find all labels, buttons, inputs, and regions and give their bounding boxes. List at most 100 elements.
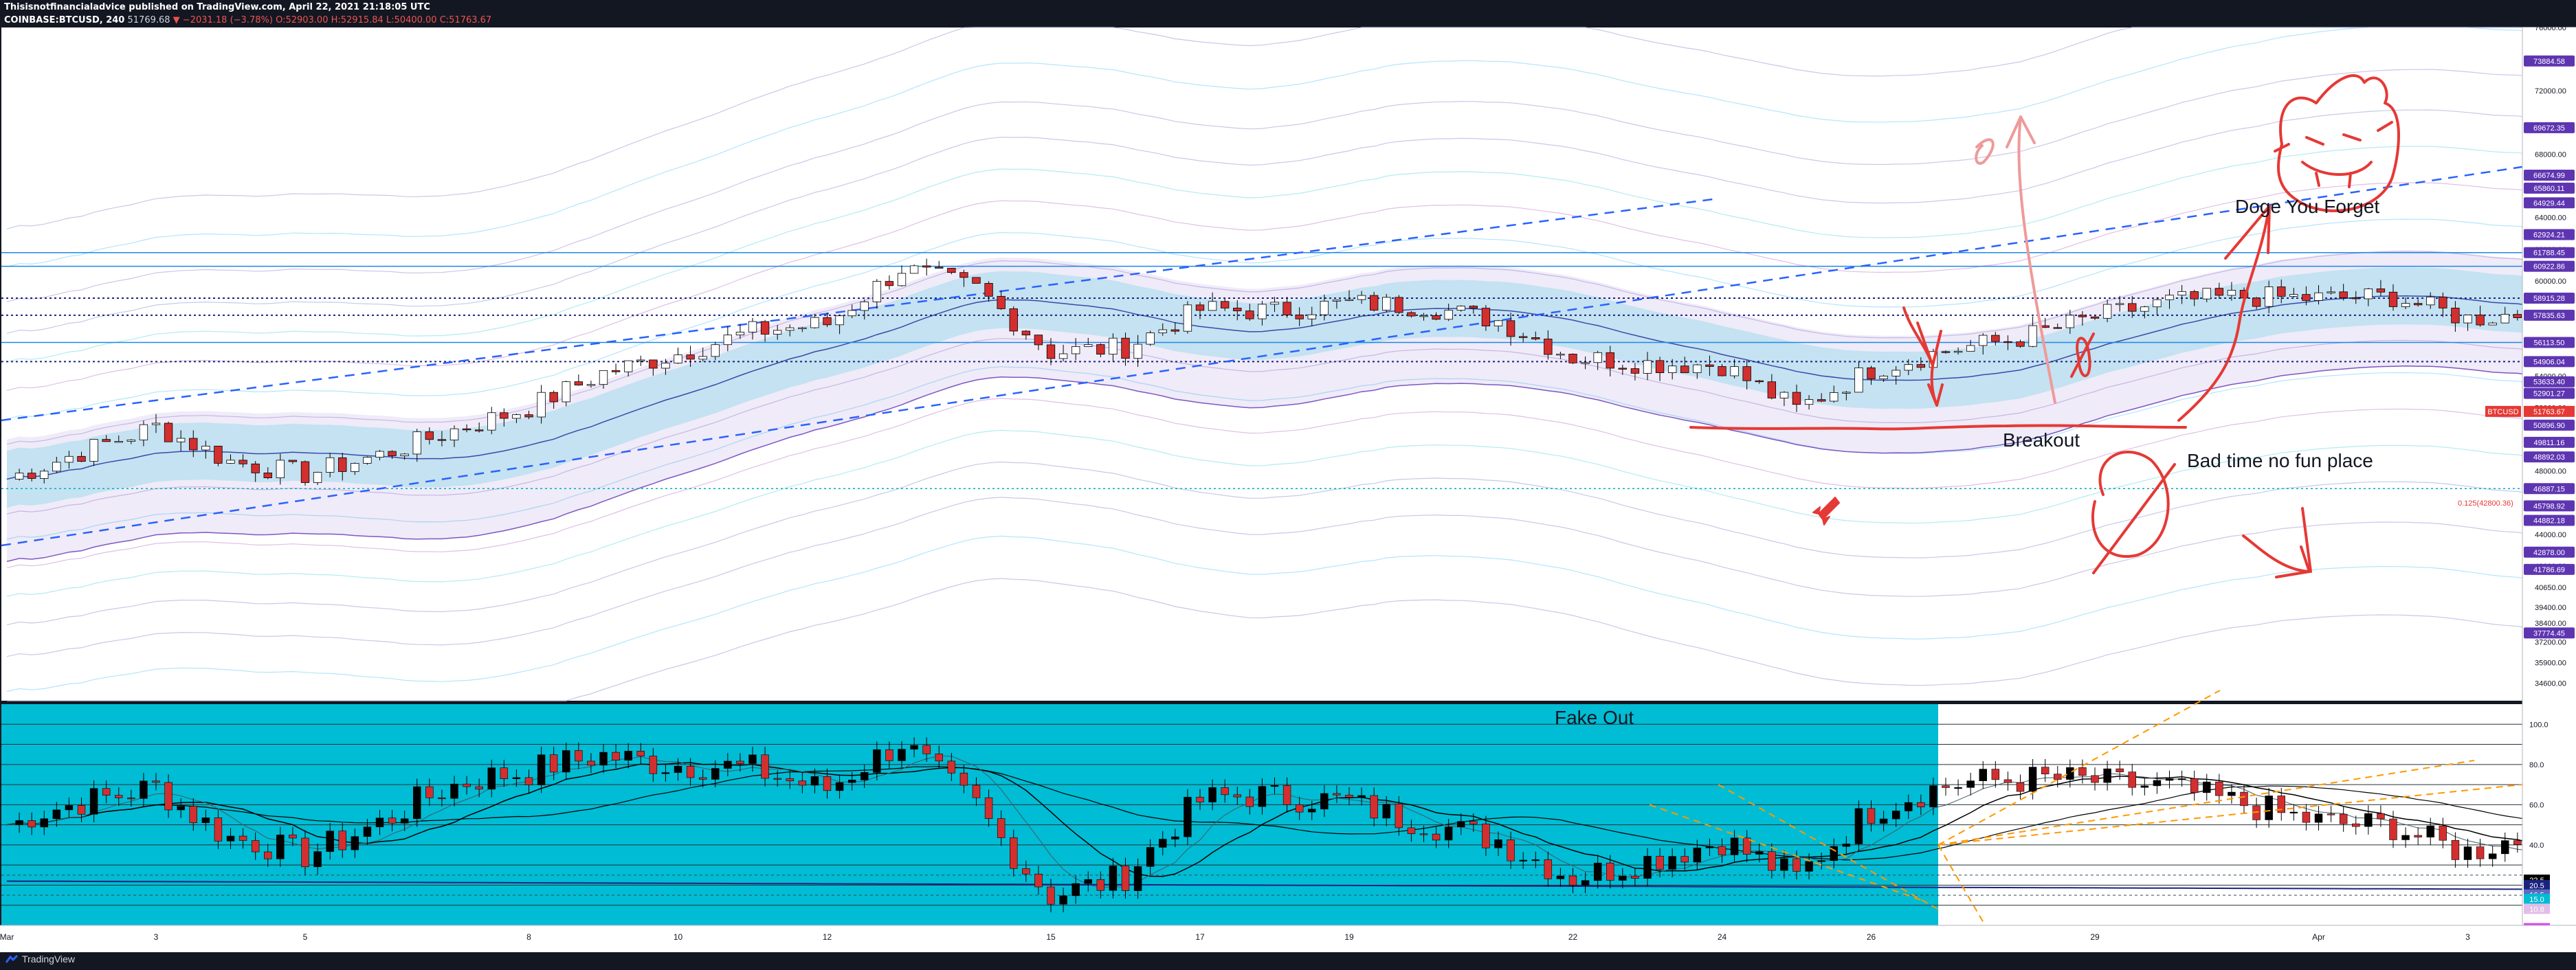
candle-body: [1494, 321, 1502, 326]
oscillator-candle-body: [53, 810, 60, 819]
time-axis-background: [0, 925, 2576, 952]
candle-body: [1333, 300, 1341, 302]
candle-body: [2166, 295, 2174, 300]
oscillator-candle-body: [1395, 804, 1403, 828]
oscillator-candle-body: [2228, 792, 2235, 796]
oscillator-candle-body: [376, 818, 384, 827]
oscillator-candle-body: [1606, 863, 1614, 880]
candle-body: [2340, 292, 2348, 298]
oscillator-candle-body: [2116, 769, 2124, 772]
oscillator-candle-body: [811, 776, 819, 785]
candle-body: [475, 430, 483, 431]
oscillator-candle-body: [1320, 793, 1328, 809]
candle-body: [2414, 304, 2422, 305]
price-tick-label: 35900.00: [2535, 659, 2566, 668]
oscillator-candle-body: [1283, 785, 1291, 804]
candle-body: [364, 458, 372, 464]
candle-body: [1022, 331, 1030, 335]
oscillator-candle-body: [1221, 787, 1229, 795]
oscillator-candle-body: [264, 852, 271, 859]
candle-body: [973, 278, 981, 284]
ohlc-values: O:52903.00 H:52915.84 L:50400.00 C:51763…: [276, 15, 491, 25]
candle-body: [711, 345, 720, 357]
price-label-text: 50896.90: [2533, 422, 2565, 430]
oscillator-candle-body: [1159, 839, 1166, 848]
price-change: ▼ −2031.18 (−3.78%): [173, 15, 273, 25]
oscillator-candle-body: [1034, 874, 1042, 887]
candle-body: [1581, 363, 1590, 364]
candle-body: [836, 316, 844, 325]
oscillator-candle-body: [562, 750, 570, 771]
candle-body: [2315, 293, 2323, 300]
price-label-text: 46887.15: [2533, 485, 2565, 493]
candle-body: [450, 429, 458, 440]
oscillator-pane[interactable]: [1, 690, 2576, 939]
candle-body: [1755, 381, 1764, 382]
oscillator-candle-body: [1171, 837, 1179, 839]
candle-body: [276, 460, 285, 478]
price-tick-label: 37200.00: [2535, 639, 2566, 647]
price-label-text: 57835.63: [2533, 312, 2565, 320]
candle-body: [1296, 315, 1304, 319]
price-label-text: 49811.16: [2533, 439, 2564, 447]
price-label-text: 53633.40: [2533, 379, 2565, 387]
candle-body: [761, 322, 769, 334]
candle-body: [873, 282, 881, 302]
oscillator-candle-body: [1197, 797, 1204, 802]
candle-body: [463, 429, 471, 430]
oscillator-candle-body: [1718, 846, 1726, 855]
candle-body: [2452, 308, 2460, 323]
oscillator-candle-body: [425, 787, 433, 798]
oscillator-candle-body: [885, 749, 893, 760]
oscillator-candle-body: [2327, 814, 2335, 815]
oscillator-tick-label: 80.0: [2529, 761, 2544, 769]
price-tick-label: 48000.00: [2535, 468, 2566, 476]
oscillator-candle-body: [90, 789, 98, 815]
candle-body: [1382, 297, 1390, 311]
oscillator-candle-body: [2054, 774, 2061, 780]
candle-body: [748, 322, 757, 332]
candle-body: [65, 456, 74, 462]
candle-body: [2364, 289, 2373, 299]
candle-body: [338, 458, 346, 471]
oscillator-candle-body: [749, 755, 757, 764]
oscillator-candle-body: [1420, 834, 1428, 835]
oscillator-candle-body: [860, 772, 868, 780]
oscillator-candle-body: [948, 761, 955, 773]
price-tick-label: 40650.00: [2535, 584, 2566, 592]
oscillator-candle-body: [28, 820, 36, 826]
candle-body: [1134, 344, 1142, 359]
oscillator-candle-body: [1134, 866, 1142, 890]
candle-body: [1184, 305, 1192, 331]
time-tick-label: 8: [526, 932, 531, 942]
oscillator-candle-body: [227, 836, 234, 841]
price-label-text: 52901.27: [2533, 390, 2565, 398]
candle-body: [2439, 297, 2447, 308]
price-label-text: 66674.99: [2533, 172, 2565, 180]
candle-body: [227, 460, 235, 464]
oscillator-candle-body: [2489, 854, 2496, 859]
oscillator-candle-body: [1495, 839, 1502, 848]
candle-body: [401, 454, 409, 456]
oscillator-candle-body: [339, 831, 346, 850]
candle-body: [1942, 352, 1950, 353]
candle-body: [786, 328, 794, 330]
oscillator-candle-body: [1072, 883, 1080, 896]
oscillator-candle-body: [1843, 844, 1850, 847]
candle-body: [1507, 321, 1515, 337]
oscillator-candle-body: [488, 768, 496, 789]
oscillator-candle-body: [140, 781, 147, 798]
oscillator-candle-body: [674, 766, 682, 772]
oscillator-candle-body: [438, 798, 445, 799]
tradingview-brand[interactable]: TradingView: [5, 954, 75, 965]
candle-body: [2265, 287, 2273, 307]
oscillator-candle-body: [1358, 796, 1366, 798]
candle-body: [1469, 306, 1478, 308]
oscillator-candle-body: [1234, 795, 1241, 797]
price-pane[interactable]: [1, 27, 2576, 701]
oscillator-candle-body: [1917, 802, 1924, 807]
candle-body: [1743, 367, 1751, 381]
candle-body: [2215, 289, 2223, 295]
